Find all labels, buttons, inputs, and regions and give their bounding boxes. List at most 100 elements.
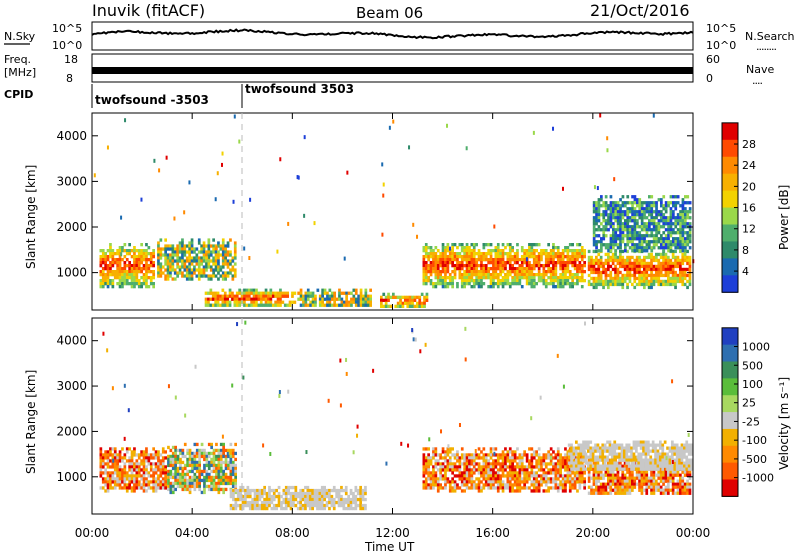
echo-cell (664, 491, 668, 495)
echo-cell (472, 264, 476, 268)
echo-cell (165, 155, 168, 160)
echo-cell (465, 261, 469, 265)
echo-cell (681, 273, 685, 278)
echo-cell (499, 279, 502, 283)
echo-cell (566, 282, 570, 286)
echo-cell (161, 471, 165, 475)
echo-cell (154, 471, 158, 475)
echo-cell (142, 468, 146, 472)
echo-cell (477, 270, 481, 274)
echo-cell (133, 249, 136, 253)
freq-label-line1: Freq. (4, 53, 31, 66)
echo-cell (489, 243, 493, 247)
echo-cell (520, 486, 524, 490)
echo-cell (411, 301, 414, 305)
echo-cell (674, 201, 678, 205)
echo-cell (657, 252, 661, 257)
echo-cell (101, 276, 105, 280)
echo-cell (149, 279, 153, 283)
echo-cell (480, 474, 483, 478)
echo-cell (619, 270, 622, 275)
echo-cell (578, 255, 582, 259)
echo-cell (672, 204, 675, 208)
echo-cell (133, 486, 136, 490)
echo-cell (587, 485, 591, 489)
echo-cell (250, 297, 253, 301)
echo-cell (219, 457, 223, 462)
echo-cell (592, 473, 596, 477)
echo-cell (311, 294, 315, 298)
echo-cell (173, 216, 176, 221)
cpid-program-2: twofsound 3503 (245, 82, 354, 96)
echo-cell (681, 234, 685, 238)
echo-cell (176, 265, 179, 269)
echo-cell (152, 264, 155, 268)
echo-cell (614, 219, 618, 223)
echo-cell (304, 485, 307, 490)
echo-cell (283, 294, 287, 298)
echo-cell (662, 237, 666, 241)
echo-cell (672, 195, 675, 199)
echo-cell (573, 471, 577, 475)
echo-cell (518, 462, 522, 466)
echo-cell (662, 207, 666, 211)
echo-cell (592, 270, 596, 275)
echo-cell (101, 471, 105, 475)
echo-cell (525, 276, 529, 280)
echo-cell (380, 295, 383, 299)
echo-cell (645, 482, 649, 486)
echo-cell (354, 497, 358, 502)
echo-cell (149, 474, 153, 478)
echo-cell (662, 225, 666, 229)
echo-cell (458, 468, 462, 472)
echo-cell (313, 221, 316, 226)
echo-cell (427, 453, 430, 457)
echo-cell (265, 500, 269, 505)
echo-cell (212, 448, 216, 453)
echo-cell (561, 267, 565, 271)
echo-cell (234, 478, 237, 483)
echo-cell (152, 474, 155, 478)
echo-cell (496, 249, 500, 253)
echo-cell (659, 491, 663, 495)
echo-cell (566, 249, 570, 253)
echo-cell (209, 277, 213, 281)
echo-cell (688, 201, 692, 205)
echo-cell (676, 243, 680, 247)
echo-cell (99, 474, 103, 478)
echo-cell (354, 300, 358, 304)
echo-cell (453, 453, 457, 457)
echo-cell (198, 448, 201, 453)
echo-cell (432, 282, 435, 286)
echo-cell (219, 475, 223, 480)
echo-cell (655, 276, 658, 281)
echo-cell (628, 234, 632, 238)
echo-cell (422, 483, 426, 487)
echo-cell (246, 500, 250, 505)
echo-cell (547, 456, 550, 460)
echo-cell (270, 506, 274, 511)
echo-cell (645, 270, 649, 275)
echo-cell (607, 219, 610, 223)
echo-cell (609, 249, 613, 253)
echo-cell (686, 222, 690, 226)
echo-cell (292, 491, 295, 496)
echo-cell (636, 222, 639, 226)
echo-cell (664, 476, 668, 480)
echo-cell (130, 477, 134, 481)
echo-cell (306, 488, 310, 493)
echo-cell (626, 237, 630, 241)
echo-cell (607, 485, 610, 489)
echo-cell (616, 473, 620, 477)
echo-cell (619, 234, 622, 238)
echo-cell (130, 471, 134, 475)
echo-cell (612, 213, 615, 217)
echo-cell (582, 464, 585, 468)
echo-cell (580, 255, 584, 259)
echo-cell (671, 279, 675, 284)
echo-cell (140, 462, 143, 466)
echo-cell (561, 486, 565, 490)
echo-cell (226, 259, 230, 263)
echo-cell (664, 240, 668, 244)
echo-cell (643, 279, 646, 284)
